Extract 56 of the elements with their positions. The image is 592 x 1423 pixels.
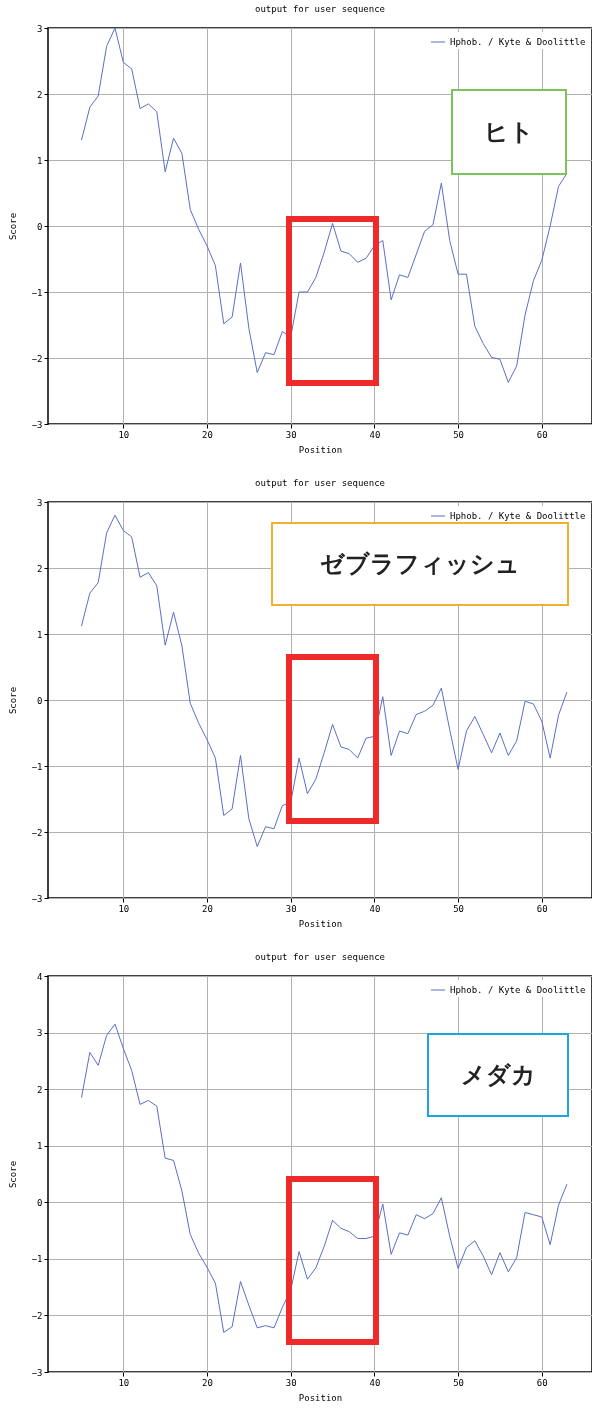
x-tick-label: 10 xyxy=(118,429,130,440)
x-axis-title: Position xyxy=(298,444,343,455)
y-axis-title: Score xyxy=(7,686,18,715)
x-tick-label: 20 xyxy=(202,429,213,440)
y-tick-label: −3 xyxy=(31,1367,43,1378)
annotation: メダカ xyxy=(460,1060,536,1091)
x-axis-title: Position xyxy=(298,1392,343,1403)
x-tick-label: 20 xyxy=(202,1377,213,1388)
x-tick-label: 60 xyxy=(536,903,548,914)
x-tick-label: 50 xyxy=(453,429,465,440)
y-tick-label: 0 xyxy=(37,1197,43,1208)
y-tick-label: 2 xyxy=(37,89,43,100)
x-tick-label: 20 xyxy=(202,903,213,914)
x-tick-label: 10 xyxy=(118,903,130,914)
y-tick-label: 1 xyxy=(37,1141,43,1152)
x-tick-label: 60 xyxy=(536,429,548,440)
y-axis-title: Score xyxy=(7,1160,18,1189)
chart-title: output for user sequence xyxy=(254,478,386,488)
y-tick-label: 3 xyxy=(37,23,43,34)
x-tick-label: 30 xyxy=(285,903,297,914)
annotation: ゼブラフィッシュ xyxy=(320,549,520,581)
y-tick-label: −2 xyxy=(31,1310,43,1321)
x-tick-label: 60 xyxy=(536,1377,548,1388)
y-tick-label: 0 xyxy=(37,695,43,706)
y-tick-label: 2 xyxy=(37,563,43,574)
chart-title: output for user sequence xyxy=(254,952,386,962)
x-tick-label: 40 xyxy=(369,903,381,914)
x-tick-label: 30 xyxy=(285,1377,297,1388)
x-tick-label: 40 xyxy=(369,1377,381,1388)
annotation: ヒト xyxy=(484,117,535,149)
legend-label: Hphob. / Kyte & Doolittle xyxy=(450,985,586,995)
chart-title: output for user sequence xyxy=(254,4,386,14)
y-tick-label: −2 xyxy=(31,827,43,838)
y-tick-label: 1 xyxy=(37,629,43,640)
line-series xyxy=(80,1023,568,1333)
y-tick-label: −3 xyxy=(31,419,43,430)
x-tick-label: 50 xyxy=(453,1377,465,1388)
y-tick-label: 1 xyxy=(37,155,43,166)
y-tick-label: −1 xyxy=(31,287,43,298)
x-tick-label: 30 xyxy=(285,429,297,440)
y-tick-label: −1 xyxy=(31,761,43,772)
x-tick-label: 40 xyxy=(369,429,381,440)
y-tick-label: 2 xyxy=(37,1084,43,1095)
y-tick-label: 3 xyxy=(37,497,43,508)
y-tick-label: 3 xyxy=(37,1028,43,1039)
legend-label: Hphob. / Kyte & Doolittle xyxy=(450,511,586,521)
x-tick-label: 50 xyxy=(453,903,465,914)
y-tick-label: 4 xyxy=(37,971,43,982)
y-tick-label: −2 xyxy=(31,353,43,364)
y-tick-label: 0 xyxy=(37,221,43,232)
y-tick-label: −3 xyxy=(31,893,43,904)
x-axis-title: Position xyxy=(298,918,343,929)
x-tick-label: 10 xyxy=(118,1377,130,1388)
y-tick-label: −1 xyxy=(31,1254,43,1265)
y-axis-title: Score xyxy=(7,212,18,241)
legend-label: Hphob. / Kyte & Doolittle xyxy=(450,37,586,47)
